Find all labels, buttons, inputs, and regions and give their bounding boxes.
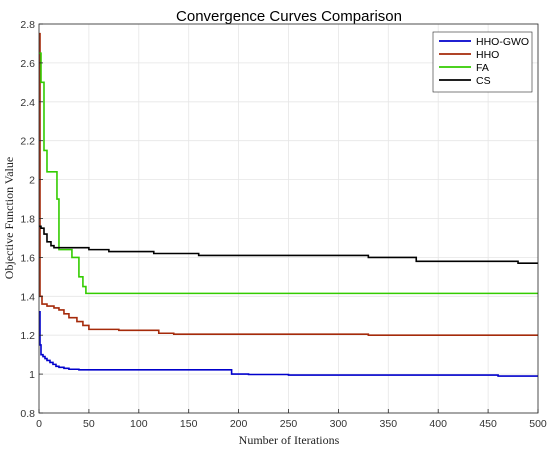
y-tick-label: 2.8 <box>20 19 35 31</box>
y-tick-label: 2.4 <box>20 97 35 109</box>
x-tick-label: 450 <box>479 418 497 430</box>
series-line-fa <box>39 52 538 295</box>
y-tick-label: 2.6 <box>20 58 35 70</box>
x-tick-label: 500 <box>529 418 547 430</box>
x-tick-label: 50 <box>83 418 95 430</box>
x-tick-label: 250 <box>280 418 298 430</box>
y-tick-label: 1.4 <box>20 291 35 303</box>
x-tick-label: 150 <box>180 418 198 430</box>
series-lines <box>39 32 538 377</box>
series-line-hho-gwo <box>39 311 538 377</box>
legend: HHO-GWO HHO FA CS <box>432 31 533 93</box>
y-axis-label: Objective Function Value <box>2 157 16 279</box>
series-line-hho <box>39 32 538 336</box>
x-tick-label: 0 <box>36 418 42 430</box>
legend-label: HHO <box>476 49 499 61</box>
x-tick-label: 200 <box>230 418 248 430</box>
legend-label: HHO-GWO <box>476 36 529 48</box>
chart-title: Convergence Curves Comparison <box>176 8 402 25</box>
x-tick-label: 100 <box>130 418 148 430</box>
legend-item-hho-gwo: HHO-GWO <box>439 36 529 48</box>
x-tick-label: 350 <box>380 418 398 430</box>
legend-label: FA <box>476 62 489 74</box>
y-tick-label: 2 <box>29 175 35 187</box>
x-tick-label: 400 <box>429 418 447 430</box>
legend-item-hho: HHO <box>439 49 499 61</box>
legend-label: CS <box>476 75 491 87</box>
legend-box <box>432 31 533 93</box>
y-tick-label: 1.8 <box>20 214 35 226</box>
series-line-cs <box>39 225 538 265</box>
legend-item-fa: FA <box>439 62 489 74</box>
x-axis-label: Number of Iterations <box>239 433 340 447</box>
y-tick-label: 1 <box>29 369 35 381</box>
y-tick-label: 2.2 <box>20 136 35 148</box>
y-tick-label: 1.6 <box>20 252 35 264</box>
x-tick-label: 300 <box>330 418 348 430</box>
y-tick-label: 0.8 <box>20 408 35 420</box>
y-tick-label: 1.2 <box>20 330 35 342</box>
legend-item-cs: CS <box>439 75 491 87</box>
axis-ticks: 0 50 100 150 200 250 300 350 400 450 500 0.8 1 1.2 1.4… <box>20 19 547 430</box>
